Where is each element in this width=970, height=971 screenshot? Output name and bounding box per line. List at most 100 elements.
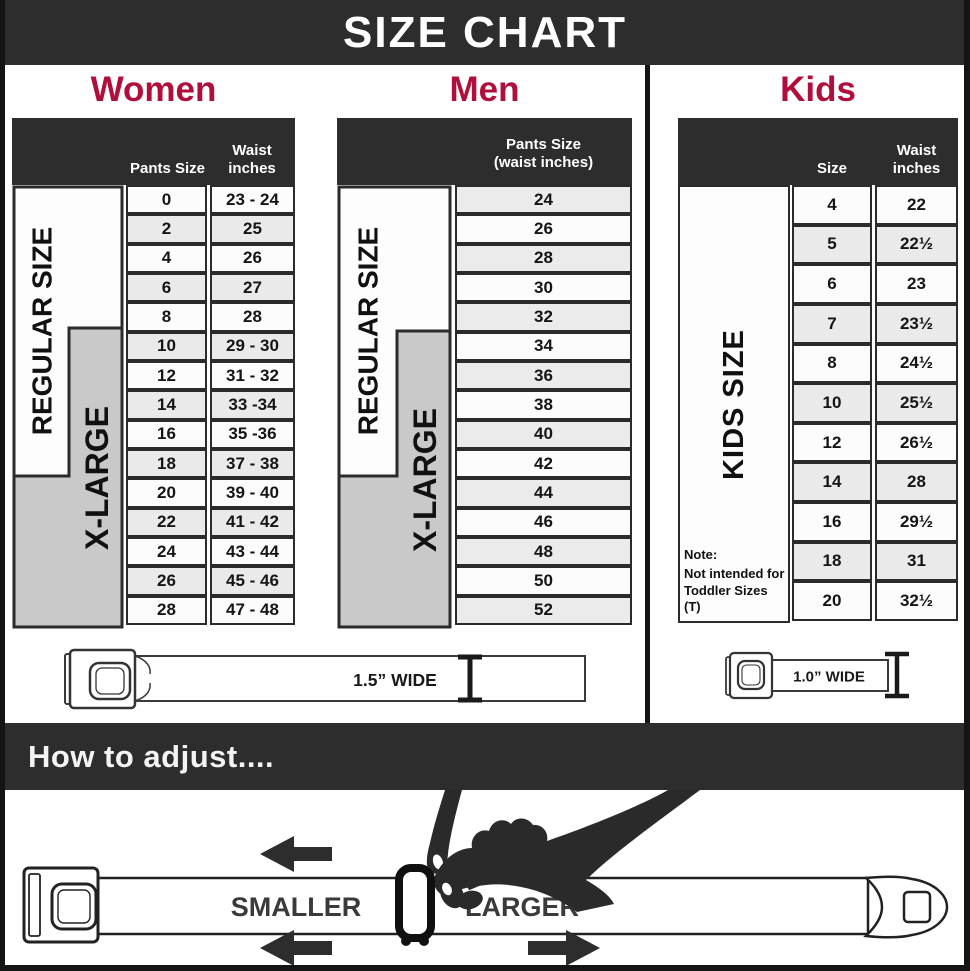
kids-waist-header-line2: inches — [892, 160, 941, 177]
men-table-header: Pants Size (waist inches) — [337, 118, 632, 185]
pants-size-cell: 24 — [126, 536, 207, 567]
buckle-window-inner — [95, 667, 125, 695]
table-row: 18 37 - 38 — [126, 448, 295, 479]
belt-width-label: 1.0” WIDE — [793, 669, 865, 686]
table-row: 48 — [455, 536, 632, 567]
table-row: 10 29 - 30 — [126, 331, 295, 361]
waist-inches-cell: 23 — [875, 264, 958, 304]
pants-size-cell: 10 — [126, 331, 207, 361]
table-row: 38 — [455, 390, 632, 420]
kids-note-line3: Toddler Sizes (T) — [684, 582, 768, 615]
women-regular-size-label: REGULAR SIZE — [27, 227, 58, 435]
waist-inches-cell: 32½ — [875, 581, 958, 621]
pants-size-cell: 24 — [455, 185, 632, 215]
men-header-line1: Pants Size — [505, 136, 582, 153]
table-row: 28 — [455, 243, 632, 273]
kid-size-cell: 4 — [792, 185, 872, 225]
men-header-line2: (waist inches) — [493, 154, 594, 171]
table-row: 18 31 — [792, 541, 958, 582]
table-row: 30 — [455, 272, 632, 303]
pants-size-cell: 52 — [455, 595, 632, 625]
waist-inches-cell: 26½ — [875, 422, 958, 463]
waist-inches-cell: 27 — [210, 272, 295, 303]
table-row: 20 39 - 40 — [126, 478, 295, 508]
pants-size-cell: 6 — [126, 272, 207, 303]
buckle-window-inner — [741, 664, 761, 686]
waist-inches-cell: 47 - 48 — [210, 595, 295, 625]
table-row: 40 — [455, 419, 632, 449]
kid-size-cell: 5 — [792, 224, 872, 265]
buckle-window — [88, 661, 132, 701]
waist-inches-cell: 33 -34 — [210, 390, 295, 420]
table-row: 8 28 — [126, 302, 295, 332]
kid-size-cell: 8 — [792, 343, 872, 384]
kid-size-cell: 16 — [792, 502, 872, 542]
table-row: 10 25½ — [792, 383, 958, 423]
pants-size-cell: 28 — [126, 595, 207, 625]
how-to-adjust-heading: How to adjust.... — [0, 723, 970, 790]
table-row: 14 28 — [792, 462, 958, 502]
women-xlarge-label: X-LARGE — [79, 406, 115, 550]
table-row: 20 32½ — [792, 581, 958, 621]
waist-inches-cell: 22 — [875, 185, 958, 225]
waist-inches-cell: 25 — [210, 214, 295, 244]
pants-size-cell: 44 — [455, 478, 632, 508]
kids-size-column-header: Size — [816, 160, 847, 177]
waist-inches-cell: 43 - 44 — [210, 536, 295, 567]
pants-size-cell: 36 — [455, 360, 632, 391]
belt-width-label: 1.5” WIDE — [353, 670, 437, 690]
women-waist-header-line2: inches — [228, 160, 276, 177]
men-regular-size-label: REGULAR SIZE — [353, 227, 384, 435]
table-row: 6 27 — [126, 272, 295, 303]
pants-size-cell: 38 — [455, 390, 632, 420]
width-measure-icon — [885, 651, 909, 699]
pants-size-cell: 12 — [126, 360, 207, 391]
table-row: 50 — [455, 566, 632, 596]
table-row: 24 43 - 44 — [126, 536, 295, 567]
hand-icon — [426, 787, 700, 912]
kids-rows: 4 22 5 22½ 6 23 7 23½ — [792, 185, 958, 621]
page-border-right — [964, 0, 970, 971]
kids-note-line2: Not intended for — [684, 566, 785, 582]
table-row: 16 29½ — [792, 502, 958, 542]
waist-inches-cell: 35 -36 — [210, 419, 295, 449]
waist-inches-cell: 28 — [210, 302, 295, 332]
kids-waist-header-line1: Waist — [896, 142, 937, 159]
arrow-right-icon — [528, 930, 600, 966]
kids-table-header: Size Waist inches — [678, 118, 958, 185]
waist-inches-cell: 25½ — [875, 383, 958, 423]
table-row: 32 — [455, 302, 632, 332]
pants-size-cell: 40 — [455, 419, 632, 449]
women-waist-header-line1: Waist — [232, 142, 272, 159]
buckle-window — [736, 659, 766, 691]
waist-inches-cell: 23½ — [875, 303, 958, 344]
pants-size-cell: 46 — [455, 507, 632, 537]
women-waist-column-header: Waist inches — [209, 142, 295, 178]
smaller-label: SMALLER — [231, 892, 362, 922]
arrow-left-icon — [260, 930, 332, 966]
pants-size-cell: 14 — [126, 390, 207, 420]
men-size-category-labels: REGULAR SIZE X-LARGE — [337, 185, 452, 629]
pants-size-cell: 30 — [455, 272, 632, 303]
pants-size-cell: 26 — [455, 214, 632, 244]
women-size-category-labels: REGULAR SIZE X-LARGE — [12, 185, 124, 629]
women-pants-size-column-header: Pants Size — [129, 160, 206, 177]
table-row: 2 25 — [126, 214, 295, 244]
page-title: SIZE CHART — [0, 0, 970, 65]
table-row: 26 45 - 46 — [126, 566, 295, 596]
pants-size-cell: 42 — [455, 448, 632, 479]
table-row: 8 24½ — [792, 343, 958, 384]
waist-inches-cell: 23 - 24 — [210, 185, 295, 215]
adult-belt-illustration: 1.5” WIDE — [64, 648, 586, 710]
pants-size-cell: 8 — [126, 302, 207, 332]
waist-inches-cell: 45 - 46 — [210, 566, 295, 596]
table-row: 4 26 — [126, 243, 295, 273]
waist-inches-cell: 28 — [875, 462, 958, 502]
waist-inches-cell: 29 - 30 — [210, 331, 295, 361]
pants-size-cell: 34 — [455, 331, 632, 361]
pants-size-cell: 22 — [126, 507, 207, 537]
size-tables-area: Women Pants Size Waist inches REGULAR SI… — [0, 65, 970, 723]
waist-inches-cell: 41 - 42 — [210, 507, 295, 537]
men-pants-size-column-header: Pants Size (waist inches) — [455, 136, 632, 172]
pants-size-cell: 26 — [126, 566, 207, 596]
